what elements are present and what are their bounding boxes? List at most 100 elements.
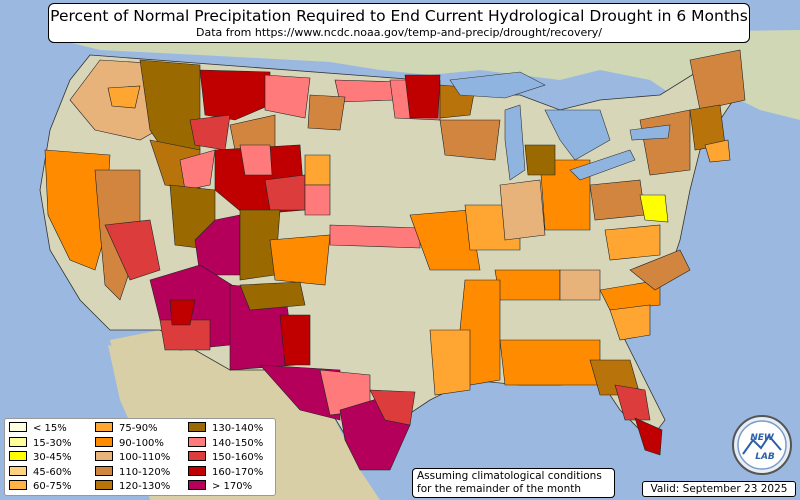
legend-label: 110-120% xyxy=(119,466,171,478)
region-montana-east-140-150 xyxy=(264,74,311,119)
legend-label: 90-100% xyxy=(119,437,164,449)
legend-item: > 170% xyxy=(188,480,252,493)
legend-item: 120-130% xyxy=(95,480,170,493)
region-wisconsin-110-120 xyxy=(439,119,501,161)
legend-swatch xyxy=(95,422,113,432)
legend-label: 60-75% xyxy=(33,481,72,492)
region-nm-east-160-170 xyxy=(279,314,311,366)
legend-swatch xyxy=(188,451,206,461)
legend-label: 75-90% xyxy=(119,423,158,434)
title-box: Percent of Normal Precipitation Required… xyxy=(48,3,750,43)
legend-label: 150-160% xyxy=(212,452,264,463)
region-kansas-140-150 xyxy=(304,184,331,216)
legend-item: 90-100% xyxy=(95,436,164,450)
legend-label: 45-60% xyxy=(33,466,72,478)
legend: < 15% 15-30% 30-45% 45-60% 60-75% 75-90% 90-10… xyxy=(4,418,276,496)
region-alabama-georgia-90-100 xyxy=(499,339,601,386)
region-new-york-110-120 xyxy=(639,109,691,176)
region-maryland-30-45 xyxy=(639,194,669,223)
legend-swatch xyxy=(188,465,206,476)
lake-superior xyxy=(449,71,546,99)
region-kentucky-90-100 xyxy=(494,269,561,301)
region-wyoming-west-150-160 xyxy=(189,114,231,151)
region-kansas-west-75-90 xyxy=(304,154,331,186)
region-mass-75-90 xyxy=(704,139,731,163)
region-sc-75-90 xyxy=(609,304,651,341)
lake-huron xyxy=(544,109,611,161)
legend-item: 160-170% xyxy=(188,465,264,479)
legend-item: 110-120% xyxy=(95,465,171,479)
legend-swatch xyxy=(188,436,206,447)
region-colorado-east-150-160 xyxy=(264,174,306,211)
legend-label: 100-110% xyxy=(119,452,171,463)
legend-item: 130-140% xyxy=(188,422,263,435)
legend-label: 30-45% xyxy=(33,452,72,463)
region-florida-150-160 xyxy=(614,384,651,421)
legend-label: 130-140% xyxy=(212,423,264,434)
legend-item: 15-30% xyxy=(9,436,72,450)
region-ndakota-west-110-120 xyxy=(307,94,346,131)
legend-item: 100-110% xyxy=(95,451,170,464)
legend-item: 30-45% xyxy=(9,451,72,464)
region-arizona-south-150-160 xyxy=(159,319,211,351)
region-nm-north->170 xyxy=(194,214,241,276)
region-california-90-100 xyxy=(44,149,111,271)
region-minnesota-160-170 xyxy=(404,74,441,119)
legend-swatch xyxy=(9,436,27,447)
region-texas-panhandle-90-100 xyxy=(269,234,331,286)
logo-text-bottom: LAB xyxy=(755,452,775,462)
legend-label: > 170% xyxy=(212,481,253,492)
region-west-texas->170 xyxy=(259,364,341,421)
lake-michigan xyxy=(504,104,526,181)
legend-swatch xyxy=(9,465,27,476)
region-pennsylvania-110-120 xyxy=(589,179,646,221)
region-nc-coast-110-120 xyxy=(629,249,691,291)
note-line-1: Assuming climatological conditions xyxy=(417,470,602,482)
region-utah-140-150 xyxy=(179,149,216,191)
legend-swatch xyxy=(95,480,113,490)
legend-item: 45-60% xyxy=(9,465,72,479)
legend-swatch xyxy=(188,422,206,432)
legend-swatch xyxy=(9,422,27,432)
region-indiana-100-110 xyxy=(499,179,546,241)
region-kansas-south-140-150 xyxy=(329,224,421,249)
region-south-florida-160-170 xyxy=(634,417,663,456)
legend-item: < 15% xyxy=(9,422,67,435)
legend-swatch xyxy=(95,436,113,447)
legend-item: 150-160% xyxy=(188,451,263,464)
newlab-logo: NEW LAB xyxy=(732,415,792,475)
legend-label: < 15% xyxy=(33,423,67,434)
region-nm-mid-130-140 xyxy=(239,281,306,311)
region-montana-160-170 xyxy=(199,69,271,121)
legend-swatch xyxy=(95,451,113,461)
map-subtitle: Data from https://www.ncdc.noaa.gov/temp… xyxy=(196,26,602,39)
legend-swatch xyxy=(9,451,27,461)
legend-label: 140-150% xyxy=(212,437,264,449)
region-texas-coast-150-160 xyxy=(369,389,416,426)
legend-label: 120-130% xyxy=(119,481,171,492)
lake-erie xyxy=(569,149,636,181)
region-louisiana-75-90 xyxy=(429,329,471,396)
legend-item: 60-75% xyxy=(9,480,72,493)
valid-date: Valid: September 23 2025 xyxy=(642,481,796,497)
region-arizona-central-160-170 xyxy=(169,299,196,326)
legend-swatch xyxy=(95,465,113,476)
region-tennessee-100-110 xyxy=(559,269,601,301)
map-title: Percent of Normal Precipitation Required… xyxy=(50,7,748,25)
region-oregon-75-90 xyxy=(107,85,141,109)
region-colorado-north-140-150 xyxy=(239,144,273,176)
region-carolinas-90-100 xyxy=(599,279,661,311)
legend-item: 75-90% xyxy=(95,422,158,435)
logo-text-top: NEW xyxy=(750,433,775,443)
legend-item: 140-150% xyxy=(188,436,264,450)
assumption-note: Assuming climatological conditions for t… xyxy=(412,468,615,498)
legend-swatch xyxy=(188,480,206,490)
region-nevada-south-150-160 xyxy=(104,219,161,281)
region-missouri-90-100 xyxy=(409,209,481,271)
region-michigan-130-140 xyxy=(524,144,556,176)
region-virginia-75-90 xyxy=(604,224,661,261)
legend-label: 160-170% xyxy=(212,466,264,478)
note-line-2: for the remainder of the month xyxy=(417,483,582,495)
legend-label: 15-30% xyxy=(33,437,72,449)
